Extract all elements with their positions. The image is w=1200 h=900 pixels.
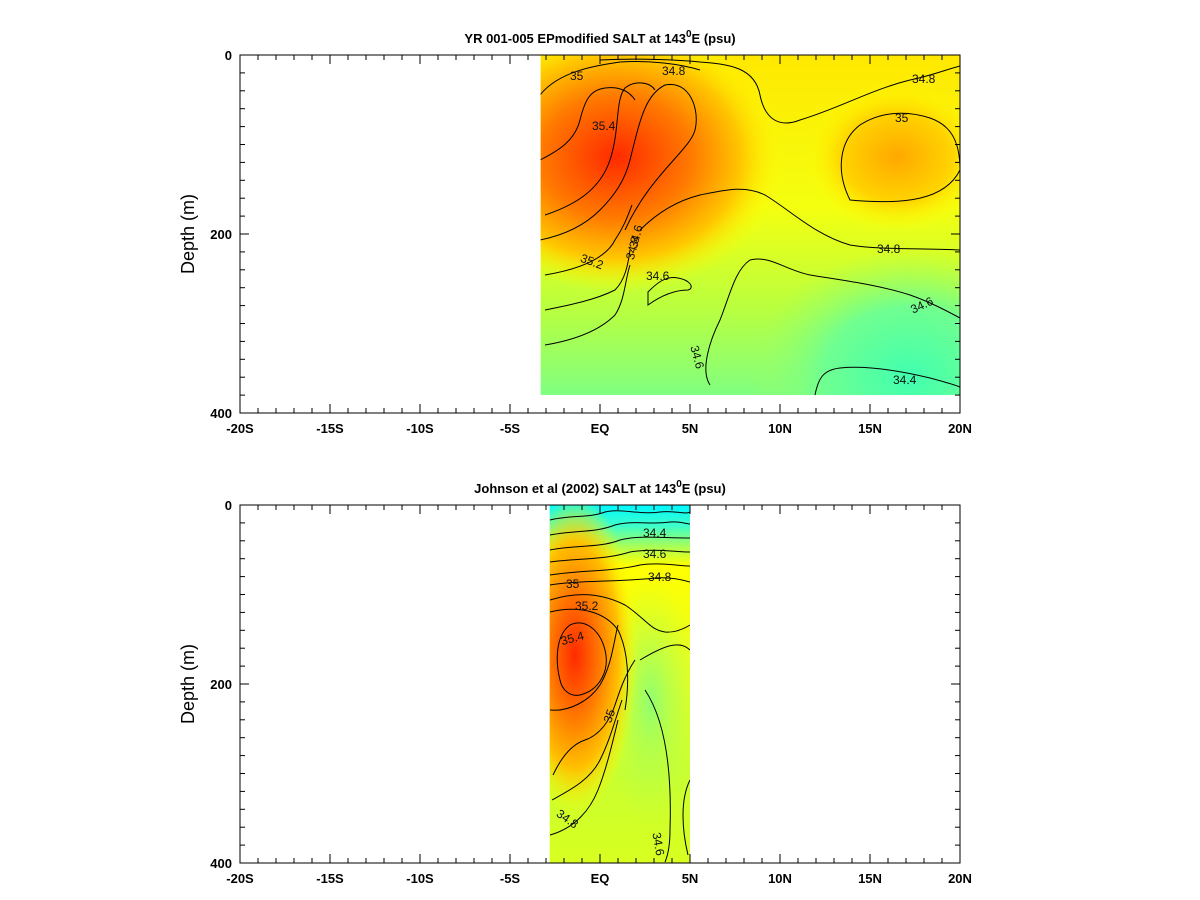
top-x-tick-labels: -20S -15S -10S -5S EQ 5N 10N 15N 20N [226,421,972,436]
contour-label: 35.4 [559,628,585,648]
bottom-contour-lines [549,510,690,863]
x-tick-label: -20S [226,421,254,436]
x-tick-label: 5N [682,871,699,886]
contour-label: 35 [895,111,909,125]
x-tick-label: -15S [316,871,344,886]
bottom-y-axis-label: Depth (m) [178,644,198,724]
top-axis-ticks [239,54,961,414]
contour-line [552,659,636,776]
x-tick-label: EQ [591,871,610,886]
contour-line [540,84,697,241]
top-salinity-panel: YR 001-005 EPmodified SALT at 1430E (psu… [178,29,972,436]
contour-line [544,204,633,276]
contour-label: 34.4 [893,373,917,387]
contour-line [544,264,631,346]
contour-line [549,549,690,563]
x-tick-label: 20N [948,421,972,436]
contour-line [549,719,619,836]
contour-line [647,276,692,306]
contour-line [682,779,690,856]
top-panel-title: YR 001-005 EPmodified SALT at 1430E (psu… [464,29,735,46]
contour-line [549,563,690,576]
x-tick-label: -15S [316,421,344,436]
top-y-tick-labels: 0 200 400 [210,48,232,421]
contour-label: 34.8 [912,72,936,86]
contour-line [549,594,690,633]
contour-line [540,60,701,96]
top-contour-labels: 35 34.8 34.8 35.4 35 34.8 35.2 34.6 34.6… [570,64,936,387]
contour-line [639,188,960,251]
x-tick-label: 20N [948,871,972,886]
bottom-x-tick-labels: -20S -15S -10S -5S EQ 5N 10N 15N 20N [226,871,972,886]
contour-label: 34.8 [623,235,643,261]
contour-label: 34.6 [646,269,670,283]
contour-line [556,622,607,696]
contour-line [705,258,960,386]
y-tick-label: 400 [210,406,232,421]
contour-label: 34.6 [649,831,667,857]
y-tick-label: 0 [225,498,232,513]
x-tick-label: 10N [768,871,792,886]
contour-label: 34.8 [648,570,672,584]
contour-label: 35 [566,577,580,591]
contour-line [840,112,960,203]
x-tick-label: -20S [226,871,254,886]
contour-label: 35 [570,69,584,83]
contour-label: 34.4 [643,526,667,540]
contour-label: 35.2 [575,599,599,613]
bottom-panel-title: Johnson et al (2002) SALT at 1430E (psu) [474,479,726,496]
contour-line [549,608,629,711]
contour-label: 34.8 [662,64,686,78]
x-tick-label: 15N [858,421,882,436]
contour-label: 34.6 [626,223,646,249]
contour-line [549,536,690,551]
x-tick-label: 10N [768,421,792,436]
contour-line [639,644,690,661]
x-tick-label: EQ [591,421,610,436]
contour-label: 35.4 [592,119,616,133]
top-salinity-field: 35 34.8 34.8 35.4 35 34.8 35.2 34.6 34.6… [540,55,960,396]
contour-label: 34.6 [687,344,707,370]
contour-line [549,521,690,536]
contour-label: 34.6 [643,547,667,561]
top-field-salinity-maximum [540,55,960,396]
top-contour-lines [540,58,960,396]
y-tick-label: 200 [210,227,232,242]
bottom-y-tick-labels: 0 200 400 [210,498,232,871]
contour-line [549,577,690,586]
bottom-salinity-field: 34.4 34.6 34.8 35 35.2 35.4 35 34.8 34.6 [549,505,690,863]
x-tick-label: -5S [500,871,521,886]
contour-label: 35 [601,707,619,725]
contour-line [549,510,690,521]
top-y-axis-label: Depth (m) [178,194,198,274]
bottom-axis-ticks [239,504,961,864]
x-tick-label: -5S [500,421,521,436]
contour-line [549,624,619,711]
y-tick-label: 0 [225,48,232,63]
bottom-salinity-panel: Johnson et al (2002) SALT at 1430E (psu) [178,479,972,886]
contour-label: 34.8 [877,242,901,256]
contour-line [551,699,623,801]
contour-line [544,249,631,311]
y-tick-label: 400 [210,856,232,871]
bottom-field-salinity-maximum [549,505,690,863]
contour-line [544,82,656,216]
x-tick-label: -10S [406,421,434,436]
x-tick-label: 15N [858,871,882,886]
x-tick-label: 5N [682,421,699,436]
contour-line [814,366,960,396]
x-tick-label: -10S [406,871,434,886]
contour-line [599,58,960,124]
contour-line [540,87,636,161]
y-tick-label: 200 [210,677,232,692]
contour-line [644,689,671,863]
